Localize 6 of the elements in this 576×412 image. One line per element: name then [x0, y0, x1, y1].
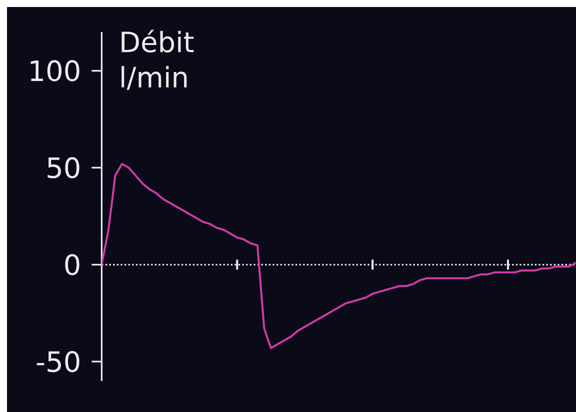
- y-tick-label: 50: [48, 157, 80, 178]
- y-tick-label: 0: [65, 254, 80, 276]
- y-tick-label: -50: [36, 351, 80, 372]
- y-tick-label: 100: [30, 60, 80, 82]
- chart-title: Débit: [122, 30, 194, 52]
- y-axis-title: l/min: [122, 66, 187, 90]
